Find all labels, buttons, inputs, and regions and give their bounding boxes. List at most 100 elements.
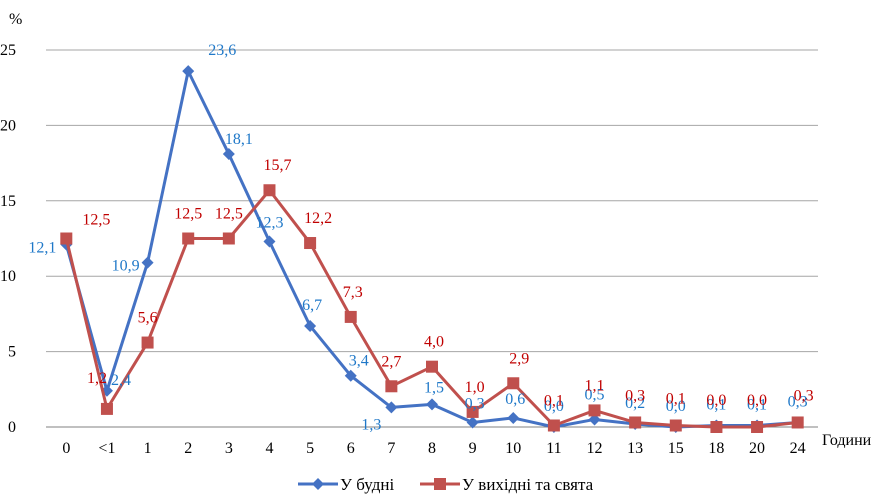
x-tick-label: 5 — [306, 440, 314, 457]
x-tick-label: 13 — [627, 440, 643, 457]
data-label: 1,2 — [87, 370, 107, 387]
data-point — [629, 416, 642, 429]
data-label: 0,5 — [585, 386, 605, 403]
data-point — [385, 401, 398, 414]
data-label: 0,0 — [747, 392, 767, 409]
x-tick-label: 20 — [749, 440, 765, 457]
data-point — [60, 232, 73, 245]
data-point — [426, 398, 438, 411]
data-point — [182, 232, 195, 245]
data-label: 12,1 — [28, 240, 56, 257]
data-point — [222, 232, 235, 245]
data-point — [791, 416, 804, 429]
data-label: 0,1 — [747, 396, 767, 413]
x-tick-label: 8 — [428, 440, 436, 457]
y-axis-title: % — [9, 11, 22, 28]
data-label: 0,1 — [666, 390, 686, 407]
x-tick-label: 24 — [790, 440, 806, 457]
y-tick-label: 5 — [8, 344, 16, 361]
x-tick-label: 18 — [708, 440, 724, 457]
x-tick-label: 10 — [505, 440, 521, 457]
data-label: 0,3 — [788, 393, 808, 410]
data-point — [466, 416, 479, 429]
data-label: 15,7 — [263, 157, 291, 174]
x-tick-label: 15 — [668, 440, 684, 457]
data-label: 12,3 — [255, 215, 283, 232]
data-point — [507, 377, 520, 390]
x-tick-label: 1 — [144, 440, 152, 457]
x-tick-label: 6 — [347, 440, 355, 457]
data-label: 12,5 — [174, 206, 202, 223]
x-axis-title: Години — [822, 432, 872, 449]
data-point — [507, 411, 520, 424]
y-tick-label: 25 — [0, 42, 16, 59]
data-point — [141, 336, 154, 349]
data-label: 2,7 — [381, 353, 401, 370]
data-point — [344, 310, 357, 323]
x-tick-label: 9 — [469, 440, 477, 457]
data-label: 12,5 — [215, 206, 243, 223]
data-label: 1,0 — [465, 379, 485, 396]
data-point — [222, 148, 235, 161]
data-label: 18,1 — [225, 131, 253, 148]
data-label: 4,0 — [424, 334, 444, 351]
data-label: 3,4 — [349, 353, 369, 370]
data-label: 5,6 — [138, 310, 158, 327]
data-point — [588, 413, 601, 426]
data-label: 1,5 — [424, 379, 444, 396]
x-tick-label: 3 — [225, 440, 233, 457]
x-tick-label: 11 — [546, 440, 561, 457]
data-label: 7,3 — [343, 284, 363, 301]
data-point — [100, 402, 113, 415]
data-label: 0,0 — [666, 398, 686, 415]
data-label: 6,7 — [302, 297, 322, 314]
data-point — [547, 419, 560, 432]
data-point — [263, 184, 276, 197]
y-tick-label: 10 — [0, 268, 16, 285]
x-tick-label: 12 — [587, 440, 603, 457]
legend-marker — [312, 478, 324, 490]
y-tick-label: 0 — [8, 419, 16, 436]
y-tick-label: 15 — [0, 193, 16, 210]
data-point — [426, 360, 438, 373]
data-label: 0,0 — [706, 392, 726, 409]
data-point — [466, 405, 479, 418]
data-point — [710, 421, 723, 433]
data-point — [588, 404, 601, 417]
x-tick-label: 4 — [265, 440, 273, 457]
data-label: 2,9 — [509, 350, 529, 367]
data-label: 12,5 — [82, 212, 110, 229]
data-label: 1,1 — [585, 377, 605, 394]
data-point — [669, 419, 682, 432]
data-label: 0,6 — [505, 391, 525, 408]
data-point — [385, 380, 398, 393]
legend-label: У будні — [340, 475, 394, 494]
data-label: 0,0 — [544, 398, 564, 415]
data-label: 1,3 — [361, 416, 381, 433]
x-tick-label: <1 — [98, 440, 115, 457]
x-tick-label: 7 — [387, 440, 395, 457]
data-label: 0,2 — [625, 395, 645, 412]
legend-marker — [434, 478, 446, 490]
data-label: 12,2 — [304, 210, 332, 227]
data-label: 2,4 — [111, 372, 131, 389]
data-point — [182, 65, 195, 78]
x-tick-label: 0 — [62, 440, 70, 457]
legend-label: У вихідні та свята — [462, 475, 594, 494]
y-tick-label: 20 — [0, 117, 16, 134]
data-label: 0,3 — [465, 395, 485, 412]
data-point — [751, 421, 764, 433]
series-line — [64, 69, 798, 429]
data-point — [344, 369, 357, 382]
x-tick-label: 2 — [184, 440, 192, 457]
data-label: 23,6 — [208, 42, 236, 59]
data-point — [263, 235, 276, 248]
data-label: 0,1 — [544, 392, 564, 409]
data-point — [304, 237, 317, 250]
data-label: 0,3 — [794, 387, 814, 404]
data-label: 0,1 — [706, 396, 726, 413]
data-point — [304, 319, 317, 332]
data-label: 0,3 — [625, 387, 645, 404]
